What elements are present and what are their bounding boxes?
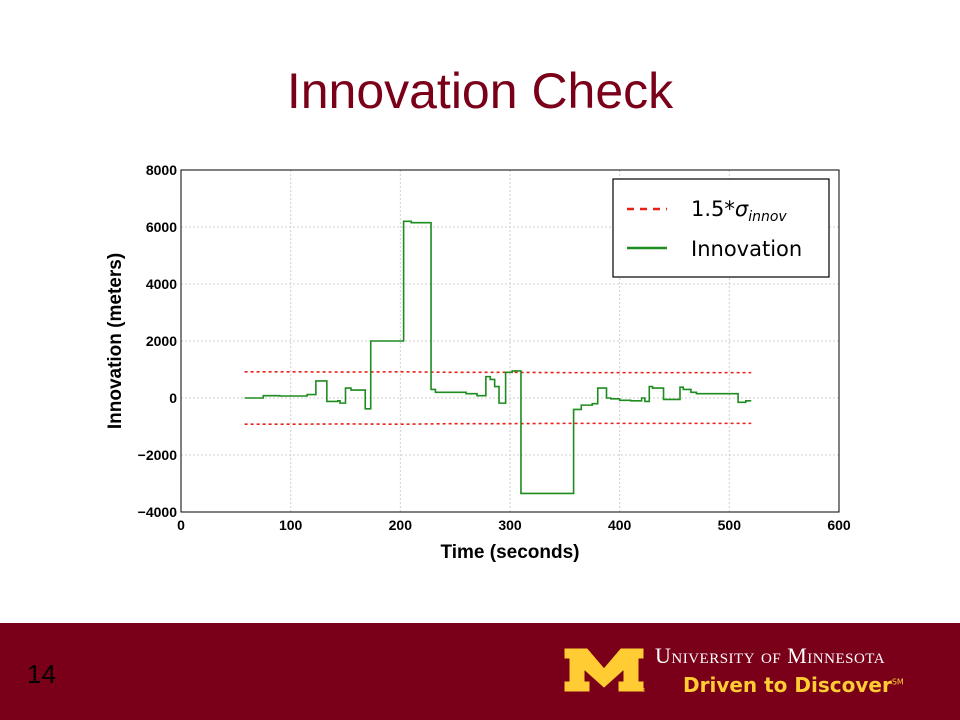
- legend-box: [612, 178, 830, 278]
- series-line-1: [244, 422, 752, 426]
- y-axis-label: Innovation (meters): [105, 253, 126, 429]
- x-tick-label: 400: [608, 517, 632, 533]
- y-tick-label: 2000: [146, 333, 177, 349]
- innovation-chart: 0 100 200 300 400 500 600 8000 6000 4000 2000 0 −200…: [105, 162, 851, 563]
- x-tick-label: 0: [177, 517, 185, 533]
- tick-labels: 0 100 200 300 400 500 600 8000 6000 4000 2000 0 −200…: [138, 162, 851, 533]
- y-tick-label: 0: [169, 390, 177, 406]
- x-axis-label: Time (seconds): [440, 542, 579, 563]
- slide-number: 14: [27, 659, 56, 689]
- y-tick-label: −4000: [138, 504, 178, 520]
- y-tick-label: 4000: [146, 276, 177, 292]
- series-line-2: [244, 220, 752, 495]
- legend-sigma-prefix: 1.5*: [691, 197, 735, 221]
- x-tick-label: 500: [718, 517, 742, 533]
- legend-sigma-subscript: innov: [748, 209, 787, 225]
- svg-text:®: ®: [641, 687, 645, 693]
- slide-title: Innovation Check: [286, 63, 674, 119]
- legend-label-innovation: Innovation: [691, 237, 802, 261]
- university-name: University of Minnesota: [655, 643, 886, 668]
- x-tick-label: 600: [827, 517, 851, 533]
- x-tick-label: 200: [389, 517, 413, 533]
- y-tick-label: 8000: [146, 162, 177, 178]
- legend-sigma-symbol: σ: [735, 197, 749, 221]
- y-tick-label: 6000: [146, 219, 177, 235]
- series-line-0: [244, 370, 752, 374]
- tagline: Driven to DiscoverSM: [683, 673, 904, 697]
- tagline-text: Driven to Discover: [683, 673, 892, 697]
- legend-label-sigma: 1.5*σinnov: [691, 197, 787, 225]
- x-tick-label: 300: [498, 517, 522, 533]
- x-tick-label: 100: [279, 517, 303, 533]
- y-tick-label: −2000: [138, 447, 178, 463]
- gold-block-m-logo-icon: ®: [564, 648, 645, 693]
- service-mark: SM: [891, 677, 904, 687]
- legend: 1.5*σinnov Innovation: [612, 178, 830, 278]
- footer-bar: 14 ® University of Minnesota Driven to D…: [0, 623, 960, 720]
- series-layer: [244, 220, 752, 495]
- plot-frame: [180, 169, 840, 513]
